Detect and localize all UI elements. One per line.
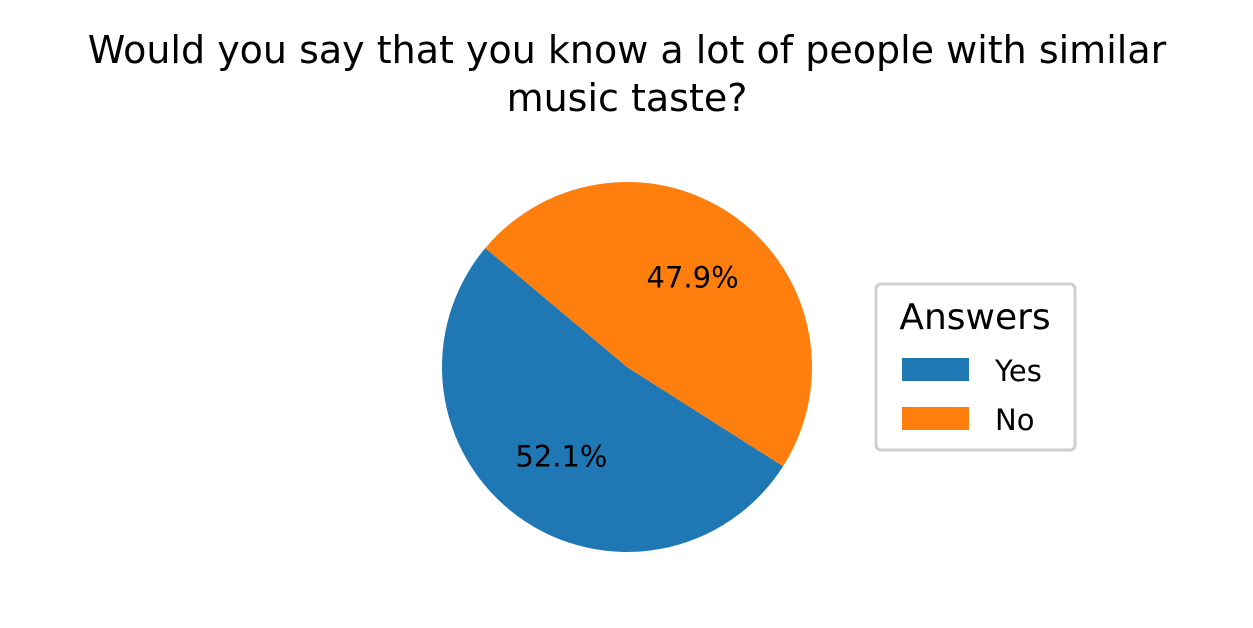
legend-swatch-yes <box>902 358 969 381</box>
legend-label-yes: Yes <box>994 354 1042 388</box>
legend: Answers Yes No <box>874 282 1077 452</box>
pie-slice-no <box>485 182 812 467</box>
pie-label-yes: 52.1% <box>515 440 607 474</box>
legend-title: Answers <box>899 297 1050 338</box>
legend-label-no: No <box>995 403 1034 437</box>
chart-title-line-2: music taste? <box>507 76 748 120</box>
pie-slice-yes <box>441 248 784 553</box>
pie-label-no: 47.9% <box>647 260 739 294</box>
pie-slices <box>441 182 812 553</box>
chart-title-line-1: Would you say that you know a lot of peo… <box>88 28 1167 72</box>
legend-swatch-no <box>902 407 969 430</box>
pie-percent-labels: 52.1% 47.9% <box>515 260 738 473</box>
